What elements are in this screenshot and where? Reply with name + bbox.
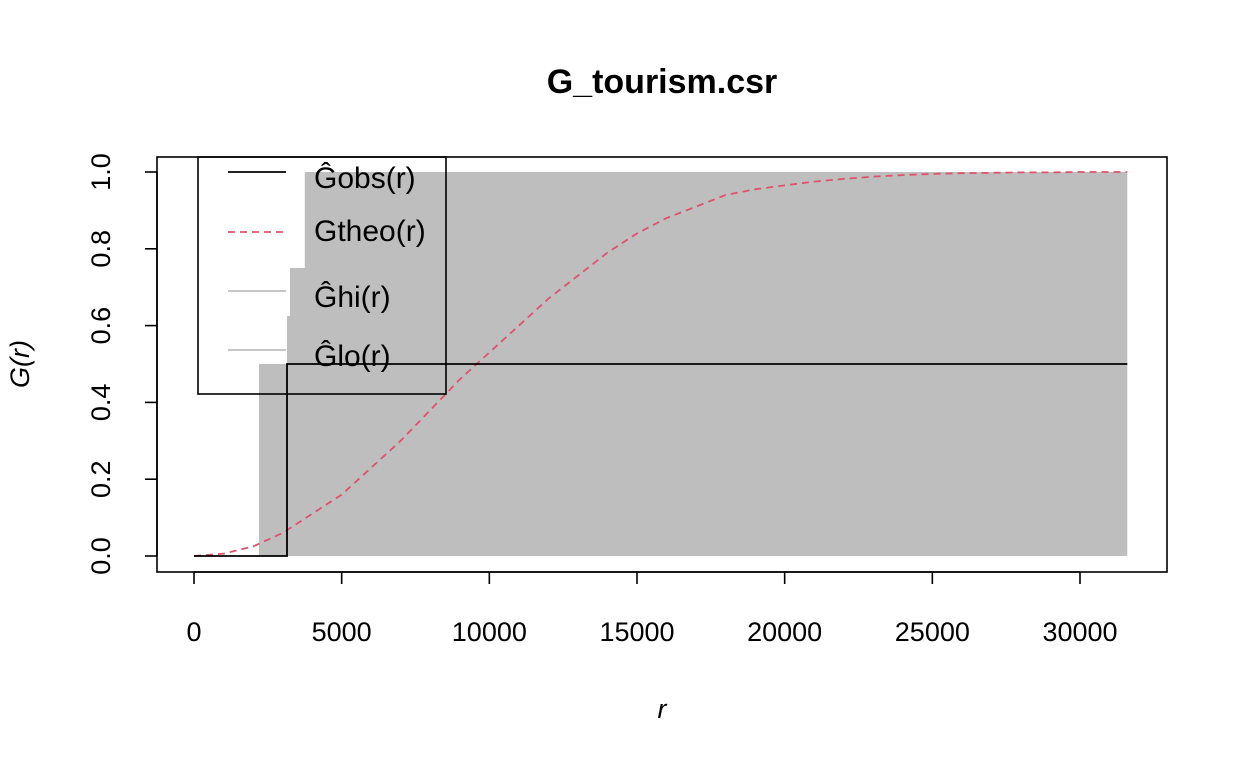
- x-tick-label: 15000: [599, 617, 674, 647]
- x-tick-label: 5000: [312, 617, 372, 647]
- y-axis-label: G(r): [5, 340, 35, 388]
- chart-title: G_tourism.csr: [547, 63, 778, 101]
- legend-label-hi: Ĝhi(r): [314, 280, 391, 314]
- y-tick-label: 0.0: [86, 537, 116, 575]
- x-tick-label: 10000: [452, 617, 527, 647]
- y-tick-label: 0.8: [86, 230, 116, 268]
- x-tick-label: 20000: [747, 617, 822, 647]
- y-tick-label: 0.4: [86, 384, 116, 422]
- x-tick-label: 0: [186, 617, 201, 647]
- lines-layer: [193, 171, 1128, 557]
- legend-label-theo: Gtheo(r): [314, 215, 426, 248]
- legend-box: [197, 156, 447, 395]
- x-tick-label: 25000: [895, 617, 970, 647]
- legend: Ĝobs(r) Gtheo(r) Ĝhi(r) Ĝlo(r): [197, 156, 447, 395]
- y-tick-label: 1.0: [86, 153, 116, 191]
- legend-label-lo: Ĝlo(r): [314, 339, 391, 373]
- theo-line: [193, 171, 1128, 557]
- legend-label-obs: Ĝobs(r): [314, 161, 416, 195]
- x-tick-label: 30000: [1042, 617, 1117, 647]
- axis-layer: 0 5000 10000 15000 20000 25000 30000 0.0 0.2 0.4 0…: [86, 153, 1118, 647]
- x-axis-label: r: [658, 694, 668, 724]
- y-tick-label: 0.6: [86, 307, 116, 345]
- y-tick-label: 0.2: [86, 460, 116, 498]
- obs-line: [194, 363, 1128, 557]
